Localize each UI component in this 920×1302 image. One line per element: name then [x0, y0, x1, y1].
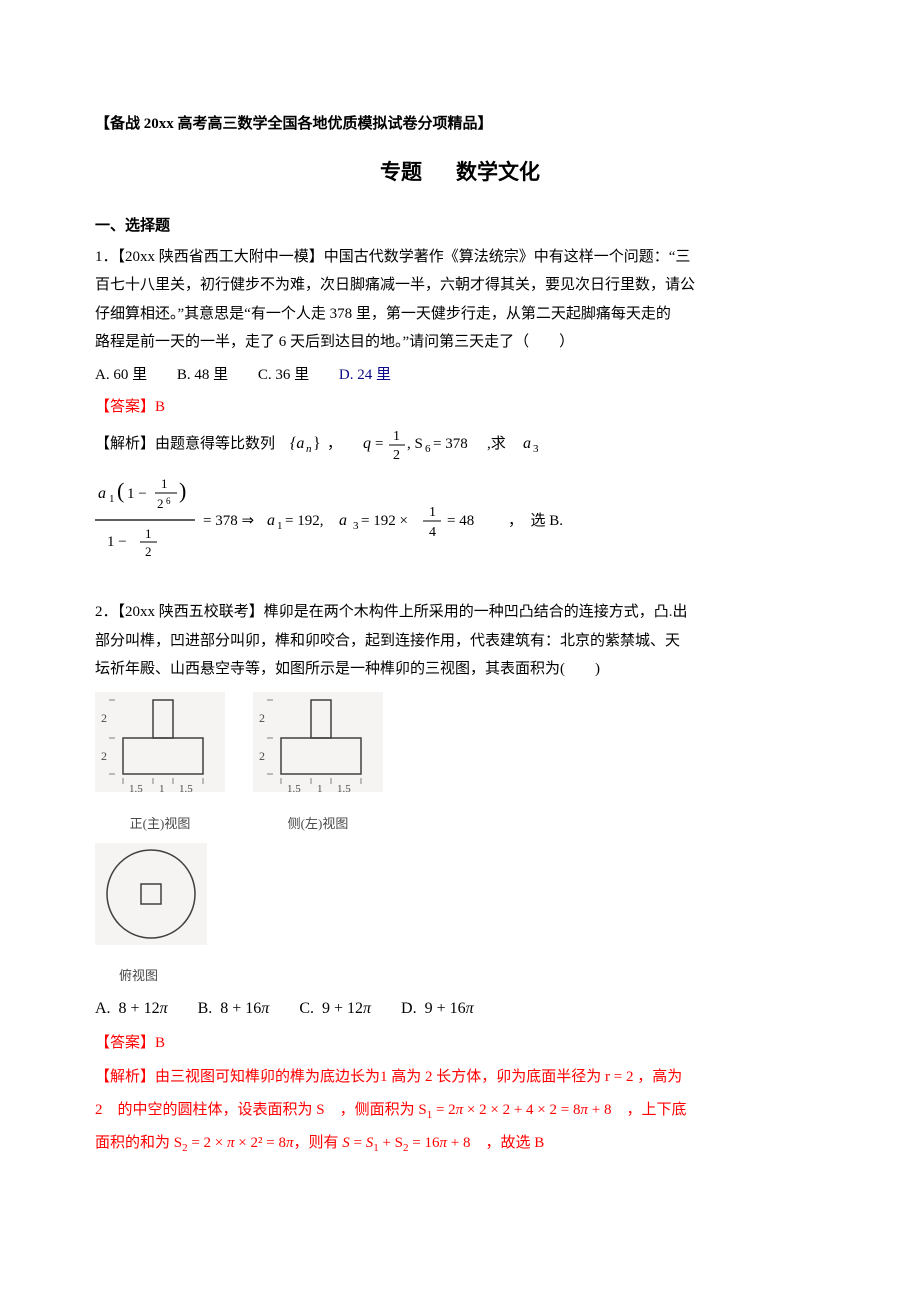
svg-text:(: (	[117, 478, 124, 503]
q2-figure: 2 2 1.5 1 1.5 正(主)视图 2	[95, 692, 825, 988]
svg-text:a: a	[267, 512, 275, 529]
q2-option-c: C. 9 + 12π	[299, 994, 371, 1024]
q2-option-d: D. 9 + 16π	[401, 994, 474, 1024]
svg-text:2: 2	[259, 711, 265, 725]
q2-explain-line2: 2 的中空的圆柱体，设表面积为 S ，侧面积为 S1 = 2π × 2 × 2 …	[95, 1094, 825, 1127]
svg-text:1: 1	[393, 429, 400, 444]
svg-text:2: 2	[101, 711, 107, 725]
svg-text:，: ，	[327, 436, 350, 452]
q2-explain-line3: 面积的和为 S2 = 2 × π × 2² = 8π，则有 S = S1 + S…	[95, 1127, 825, 1160]
q2-option-a: A. 8 + 12π	[95, 994, 168, 1024]
svg-text:4: 4	[429, 525, 436, 540]
svg-text:【解析】由题意得等比数列: 【解析】由题意得等比数列	[95, 434, 275, 452]
q2-exp-l2a: 2 的中空的圆柱体，设表面积为 S ，侧面积为 S	[95, 1102, 427, 1118]
q1-option-b: B. 48 里	[177, 361, 228, 390]
svg-text:a: a	[98, 485, 106, 502]
q2-answer: 【答案】B	[95, 1029, 825, 1058]
svg-text:1.5: 1.5	[337, 783, 351, 795]
front-view-label: 正(主)视图	[95, 812, 225, 837]
q1-answer: 【答案】B	[95, 393, 825, 422]
q1-stem-line2: 百七十八里关，初行健步不为难，次日脚痛减一半，六朝才得其关，要见次日行里数，请公	[95, 271, 825, 300]
q2-stem-l1-pre: 2．【20xx 陕西五校联考】榫卯是在两个木构件上所采用的一种凹凸结合的连接方式…	[95, 604, 669, 620]
q2-exp-l2b: = 2π × 2 × 2 + 4 × 2 = 8π + 8 ，上下底	[432, 1102, 686, 1118]
svg-text:= 378: = 378	[433, 436, 468, 452]
svg-text:1: 1	[161, 476, 168, 491]
front-view: 2 2 1.5 1 1.5 正(主)视图	[95, 692, 225, 837]
q2-exp-l3b: = 2 × π × 2² = 8π，则有 S = S	[188, 1135, 374, 1151]
q2-stem-line3: 坛祈年殿、山西悬空寺等，如图所示是一种榫卯的三视图，其表面积为( )	[95, 655, 825, 684]
svg-text:2: 2	[259, 749, 265, 763]
q1-explain-block: 【解析】由题意得等比数列 {a n } ， q = 1 2 , S 6 = 37…	[95, 428, 825, 589]
q2-explain-line1: 【解析】由三视图可知榫卯的榫为底边长为1 高为 2 长方体，卯为底面半径为 r …	[95, 1061, 825, 1094]
top-view-label: 俯视图	[95, 964, 825, 989]
svg-text:2: 2	[157, 496, 164, 511]
q1-options: A. 60 里 B. 48 里 C. 36 里 D. 24 里	[95, 361, 825, 390]
q1-stem-line1: 1．【20xx 陕西省西工大附中一模】中国古代数学著作《算法统宗》中有这样一个问…	[95, 243, 825, 272]
svg-text:2: 2	[101, 749, 107, 763]
svg-text:= 378 ⇒: = 378 ⇒	[203, 513, 254, 529]
q2-exp-l3c: + S	[379, 1135, 403, 1151]
svg-text:2: 2	[145, 544, 152, 559]
svg-text:6: 6	[166, 496, 171, 506]
q1-option-d: D. 24 里	[339, 361, 391, 390]
section-1-heading: 一、选择题	[95, 212, 825, 241]
q1-option-c: C. 36 里	[258, 361, 309, 390]
svg-text:{a: {a	[290, 435, 304, 452]
svg-text:q: q	[363, 435, 371, 452]
svg-text:, S: , S	[407, 436, 423, 452]
svg-text:}: }	[313, 435, 321, 452]
top-view: 俯视图	[95, 843, 825, 988]
svg-text:1: 1	[159, 783, 165, 795]
svg-text:1.5: 1.5	[179, 783, 193, 795]
svg-text:a: a	[523, 435, 531, 452]
q2-exp-l3d: = 16π + 8 ，故选 B	[409, 1135, 545, 1151]
svg-text:n: n	[306, 443, 312, 455]
svg-text:6: 6	[425, 443, 431, 455]
svg-text:= 192,: = 192,	[285, 513, 323, 529]
page-title: 专题 数学文化	[95, 153, 825, 193]
q1-option-a: A. 60 里	[95, 361, 147, 390]
side-view: 2 2 1.5 1 1.5 侧(左)视图	[253, 692, 383, 837]
svg-text:1.5: 1.5	[287, 783, 301, 795]
svg-text:1.5: 1.5	[129, 783, 143, 795]
title-right: 数学文化	[456, 160, 540, 184]
q2-exp-l1: 【解析】由三视图可知榫卯的榫为底边长为1 高为 2 长方体，卯为底面半径为 r …	[95, 1069, 682, 1085]
q2-option-b: B. 8 + 16π	[198, 994, 270, 1024]
q2-options: A. 8 + 12π B. 8 + 16π C. 9 + 12π D. 9 + …	[95, 994, 825, 1024]
svg-text:1: 1	[109, 493, 115, 505]
svg-text:3: 3	[533, 443, 539, 455]
svg-text:1: 1	[429, 505, 436, 520]
svg-text:=: =	[375, 436, 383, 452]
svg-text:， 选 B.: ， 选 B.	[493, 512, 563, 529]
svg-text:1: 1	[145, 526, 152, 541]
svg-text:1: 1	[277, 520, 283, 532]
q2-stem-line2: 部分叫榫，凹进部分叫卯，榫和卯咬合，起到连接作用，代表建筑有：北京的紫禁城、天	[95, 627, 825, 656]
svg-text:1: 1	[317, 783, 323, 795]
svg-text:= 48: = 48	[447, 513, 474, 529]
q1-stem-line4: 路程是前一天的一半，走了 6 天后到达目的地。”请问第三天走了（ ）	[95, 328, 825, 357]
svg-text:= 192 ×: = 192 ×	[361, 513, 408, 529]
svg-text:1 −: 1 −	[107, 534, 127, 550]
side-view-label: 侧(左)视图	[253, 812, 383, 837]
q2-exp-l3a: 面积的和为 S	[95, 1135, 182, 1151]
title-left: 专题	[380, 160, 422, 184]
svg-text:a: a	[339, 512, 347, 529]
q2-stem-l1-post: 出	[673, 604, 688, 620]
q1-stem-line3: 仔细算相还。”其意思是“有一个人走 378 里，第一天健步行走，从第二天起脚痛每…	[95, 300, 825, 329]
svg-text:3: 3	[353, 520, 359, 532]
header-meta: 【备战 20xx 高考高三数学全国各地优质模拟试卷分项精品】	[95, 110, 825, 139]
svg-text:,求: ,求	[487, 435, 506, 452]
svg-text:): )	[179, 478, 186, 503]
q2-stem-line1: 2．【20xx 陕西五校联考】榫卯是在两个木构件上所采用的一种凹凸结合的连接方式…	[95, 598, 825, 627]
svg-text:1 −: 1 −	[127, 486, 147, 502]
svg-text:2: 2	[393, 448, 400, 463]
